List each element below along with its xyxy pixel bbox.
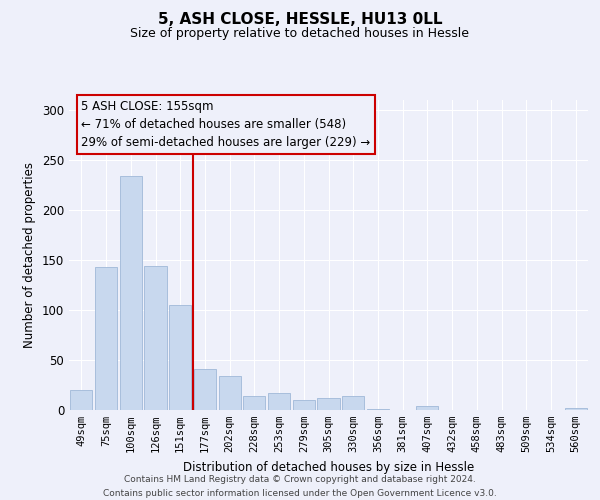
Bar (342, 396, 364, 410)
Bar (367, 409, 389, 410)
Text: Contains HM Land Registry data © Crown copyright and database right 2024.
Contai: Contains HM Land Registry data © Crown c… (103, 476, 497, 498)
Bar (145, 266, 167, 410)
Bar (194, 369, 216, 410)
Bar (243, 396, 265, 410)
X-axis label: Distribution of detached houses by size in Hessle: Distribution of detached houses by size … (183, 460, 474, 473)
Bar (416, 406, 439, 410)
Bar (218, 376, 241, 410)
Y-axis label: Number of detached properties: Number of detached properties (23, 162, 37, 348)
Bar (119, 176, 142, 410)
Bar (70, 390, 92, 410)
Text: 5 ASH CLOSE: 155sqm
← 71% of detached houses are smaller (548)
29% of semi-detac: 5 ASH CLOSE: 155sqm ← 71% of detached ho… (82, 100, 371, 149)
Bar (317, 398, 340, 410)
Bar (293, 400, 315, 410)
Text: Size of property relative to detached houses in Hessle: Size of property relative to detached ho… (131, 28, 470, 40)
Bar (95, 267, 117, 410)
Bar (169, 305, 191, 410)
Text: 5, ASH CLOSE, HESSLE, HU13 0LL: 5, ASH CLOSE, HESSLE, HU13 0LL (158, 12, 442, 28)
Bar (565, 408, 587, 410)
Bar (268, 393, 290, 410)
